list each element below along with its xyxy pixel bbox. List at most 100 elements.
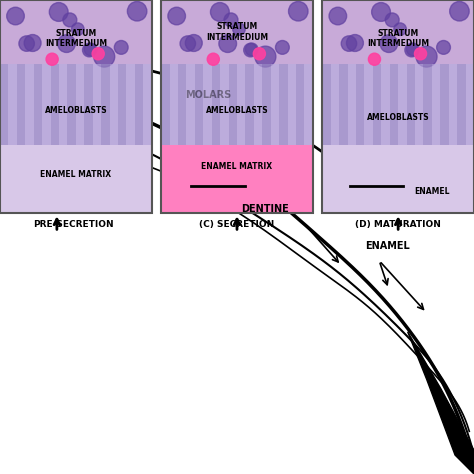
Bar [322, 64, 331, 145]
Bar [465, 64, 474, 145]
Circle shape [207, 53, 219, 65]
Bar [373, 64, 381, 145]
Text: AMELOBLASTS: AMELOBLASTS [45, 107, 107, 115]
Circle shape [385, 13, 399, 27]
Text: ENAMEL: ENAMEL [365, 241, 410, 252]
Bar [331, 64, 339, 145]
Circle shape [233, 23, 245, 36]
Bar [365, 64, 373, 145]
Circle shape [246, 43, 258, 56]
Bar [51, 64, 59, 145]
Bar [212, 64, 220, 145]
Circle shape [94, 46, 115, 67]
Text: DENTINE: DENTINE [242, 203, 289, 214]
Bar [423, 64, 432, 145]
Circle shape [168, 7, 185, 25]
Bar [322, 145, 474, 213]
Circle shape [210, 2, 229, 21]
Bar [356, 64, 365, 145]
Bar [0, 0, 152, 64]
Polygon shape [408, 332, 474, 474]
Bar [228, 64, 237, 145]
Bar [195, 64, 203, 145]
Circle shape [346, 35, 364, 52]
Bar [220, 64, 228, 145]
Bar [178, 64, 186, 145]
Polygon shape [180, 123, 246, 161]
Text: STRATUM
INTERMEDIUM: STRATUM INTERMEDIUM [206, 22, 268, 42]
Bar [84, 64, 93, 145]
Bar [390, 64, 398, 145]
Bar [42, 64, 51, 145]
Text: AMELOBLASTS: AMELOBLASTS [367, 113, 429, 122]
Bar [440, 64, 449, 145]
Circle shape [405, 43, 419, 57]
Circle shape [63, 13, 77, 27]
Circle shape [289, 1, 308, 21]
Bar [237, 64, 246, 145]
Circle shape [416, 46, 437, 67]
Circle shape [7, 7, 24, 25]
Bar [415, 64, 423, 145]
Circle shape [450, 1, 469, 21]
Bar [449, 64, 457, 145]
Bar [322, 64, 474, 145]
Bar [118, 64, 127, 145]
Circle shape [82, 43, 96, 57]
Bar [9, 64, 17, 145]
Bar [407, 64, 415, 145]
Circle shape [128, 1, 147, 21]
Bar [296, 64, 304, 145]
Bar [0, 64, 152, 145]
Circle shape [58, 35, 75, 53]
Text: AMELOBLASTS: AMELOBLASTS [206, 107, 268, 115]
Circle shape [341, 36, 356, 51]
Bar [347, 64, 356, 145]
Circle shape [394, 23, 406, 36]
Circle shape [92, 48, 104, 60]
Bar [271, 64, 279, 145]
Bar [254, 64, 262, 145]
Bar [76, 64, 84, 145]
Circle shape [437, 40, 450, 55]
Bar [109, 64, 118, 145]
Bar [101, 64, 109, 145]
Bar [279, 64, 288, 145]
Circle shape [329, 7, 346, 25]
Text: PRE-SECRETION: PRE-SECRETION [33, 220, 114, 229]
Circle shape [244, 43, 257, 57]
Circle shape [84, 43, 97, 56]
Circle shape [380, 35, 398, 53]
Circle shape [224, 13, 238, 27]
Text: MOLARS: MOLARS [185, 90, 232, 100]
Text: (C) SECRETION: (C) SECRETION [200, 220, 274, 229]
Bar [135, 64, 143, 145]
Bar [288, 64, 296, 145]
Bar [457, 64, 465, 145]
Text: STRATUM
INTERMEDIUM: STRATUM INTERMEDIUM [367, 29, 429, 48]
Circle shape [49, 2, 68, 21]
Bar [381, 64, 390, 145]
Bar [127, 64, 135, 145]
Bar [161, 64, 313, 145]
Bar [432, 64, 440, 145]
Bar [398, 64, 407, 145]
Bar [0, 145, 152, 213]
Circle shape [19, 36, 34, 51]
Bar [34, 64, 42, 145]
Bar [203, 64, 212, 145]
Polygon shape [0, 114, 47, 166]
Bar [304, 64, 313, 145]
Circle shape [72, 23, 84, 36]
Bar [246, 64, 254, 145]
Circle shape [414, 48, 427, 60]
Bar [262, 64, 271, 145]
Bar [59, 64, 67, 145]
Bar [25, 64, 34, 145]
Bar [161, 64, 170, 145]
Circle shape [255, 46, 276, 67]
Bar [0, 64, 9, 145]
Bar [143, 64, 152, 145]
Text: (D) MATURATION: (D) MATURATION [355, 220, 441, 229]
Bar [170, 64, 178, 145]
